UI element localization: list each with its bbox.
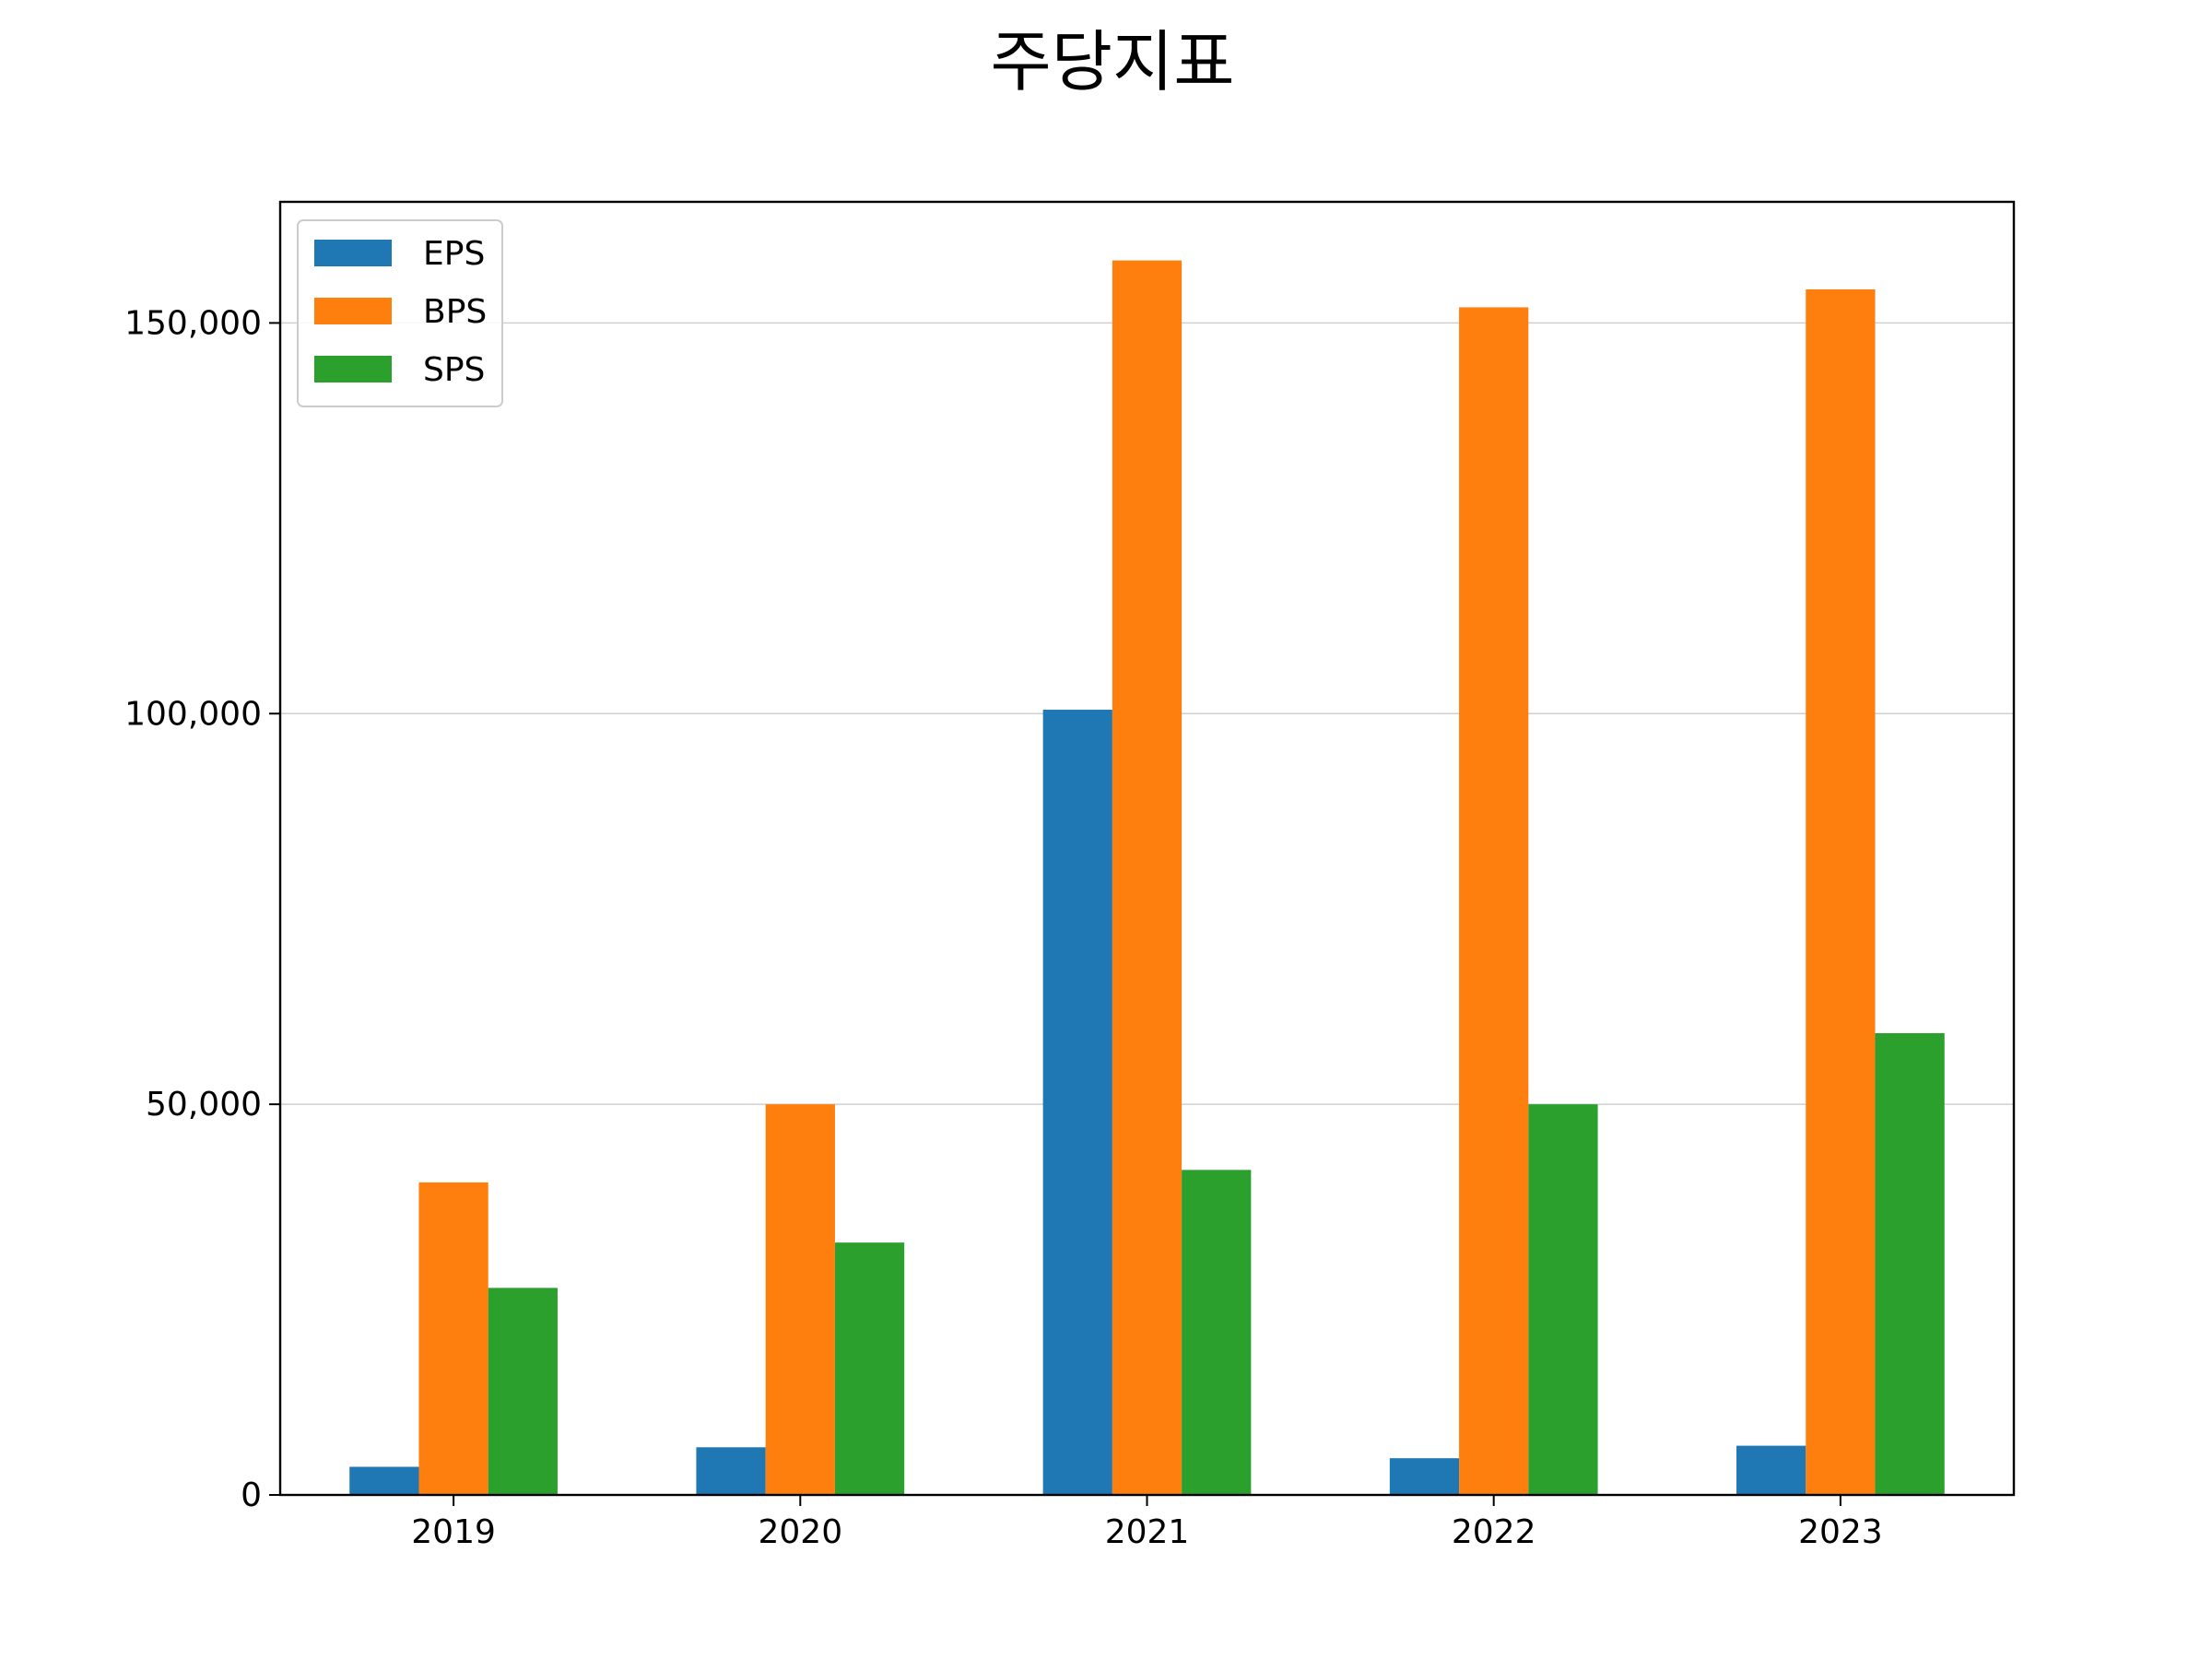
legend-swatch-sps	[314, 356, 392, 382]
bar-sps-2020	[834, 1242, 905, 1495]
x-tick-label: 2022	[1452, 1513, 1536, 1551]
bar-eps-2021	[1042, 710, 1112, 1495]
y-tick-label: 150,000	[124, 304, 262, 342]
bar-bps-2023	[1806, 288, 1876, 1495]
axes: 0 50,000 100,000 150,000 2019 2020 2021 2022 202…	[124, 304, 1883, 1551]
bar-eps-2020	[696, 1447, 766, 1495]
y-tick-label: 100,000	[124, 695, 262, 733]
x-tick-label: 2019	[411, 1513, 496, 1551]
legend-swatch-eps	[314, 240, 392, 266]
bar-sps-2019	[488, 1288, 558, 1495]
bar-bps-2022	[1459, 307, 1529, 1496]
y-tick-label: 50,000	[146, 1086, 262, 1124]
bar-sps-2023	[1875, 1032, 1945, 1495]
legend-label-bps: BPS	[423, 293, 487, 331]
legend-label-eps: EPS	[423, 235, 485, 273]
bar-eps-2023	[1736, 1445, 1806, 1495]
bar-sps-2021	[1182, 1170, 1252, 1495]
bar-sps-2022	[1528, 1104, 1598, 1495]
bar-eps-2022	[1389, 1458, 1460, 1495]
y-tick-label: 0	[241, 1477, 262, 1514]
x-tick-label: 2020	[758, 1513, 842, 1551]
x-tick-label: 2023	[1798, 1513, 1883, 1551]
chart-title: 주당지표	[991, 23, 1235, 100]
bar-eps-2019	[349, 1466, 419, 1495]
bars	[349, 260, 1945, 1496]
bar-bps-2020	[765, 1104, 835, 1495]
legend-swatch-bps	[314, 298, 392, 324]
x-tick-label: 2021	[1105, 1513, 1190, 1551]
bar-bps-2019	[418, 1182, 488, 1495]
legend-label-sps: SPS	[423, 351, 485, 389]
legend[interactable]: EPS BPS SPS	[297, 219, 503, 407]
bar-bps-2021	[1112, 260, 1182, 1495]
